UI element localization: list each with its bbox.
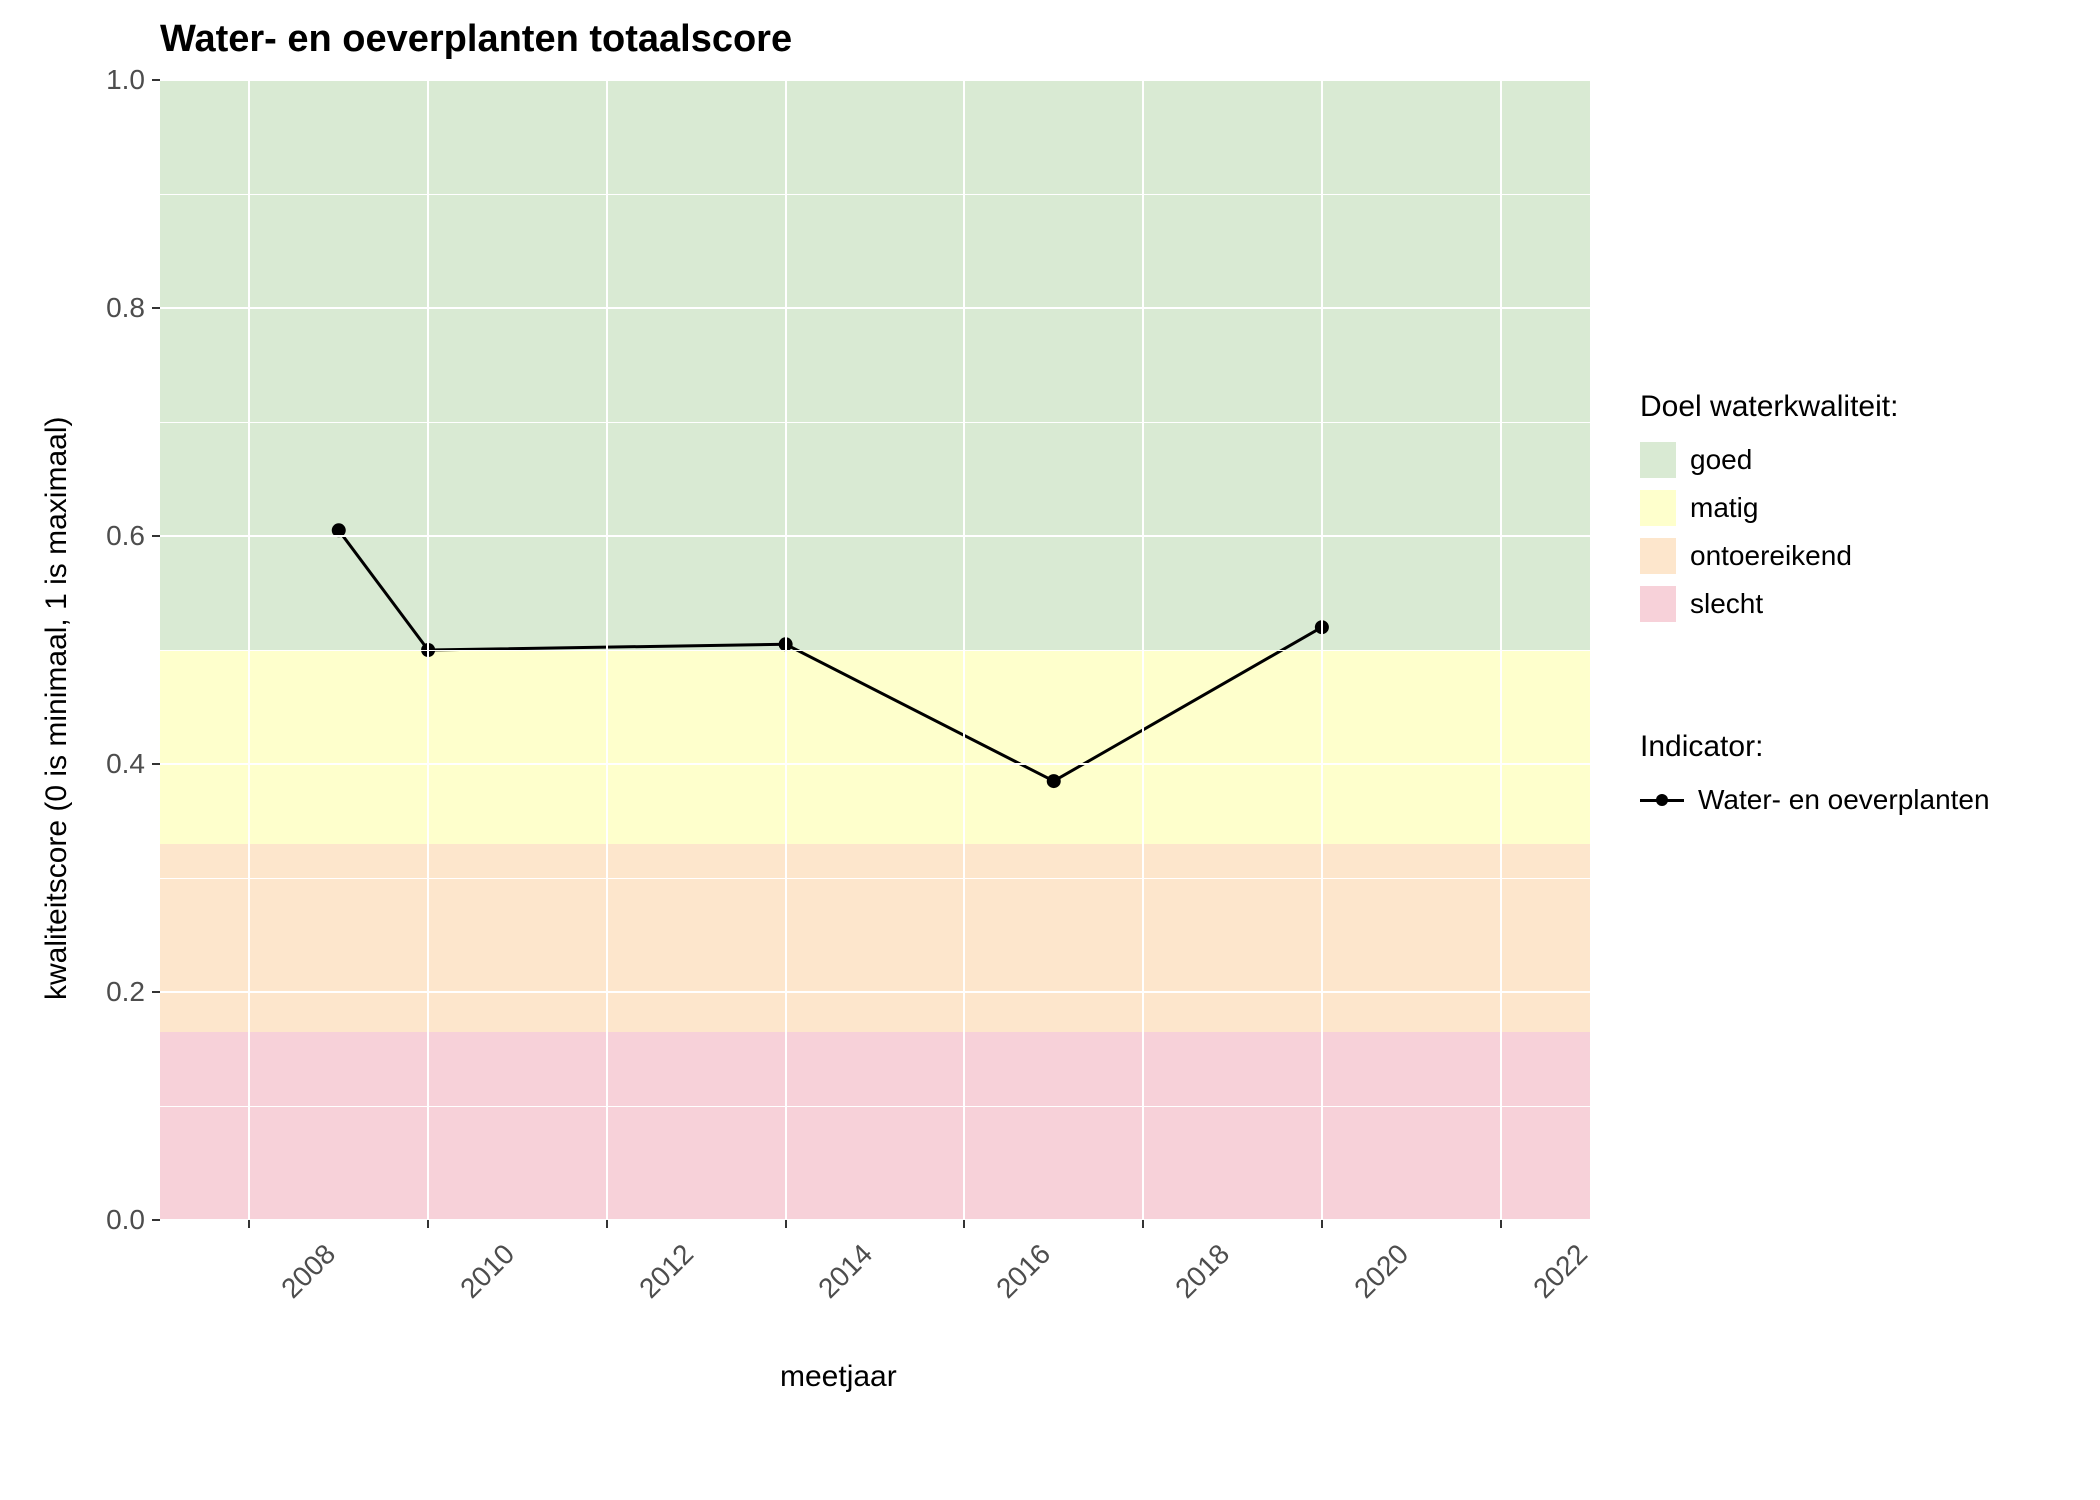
grid-line-h-minor bbox=[160, 650, 1590, 651]
legend-label: goed bbox=[1690, 444, 1752, 476]
grid-line-v bbox=[248, 80, 250, 1220]
x-tick-label: 2022 bbox=[1527, 1238, 1594, 1305]
chart-container: Water- en oeverplanten totaalscore kwali… bbox=[0, 0, 2100, 1500]
x-tick-mark bbox=[785, 1220, 787, 1228]
y-tick-label: 0.4 bbox=[90, 748, 145, 780]
legend-fill-title: Doel waterkwaliteit: bbox=[1640, 390, 1898, 424]
legend-fill-item: slecht bbox=[1640, 586, 1898, 622]
x-tick-mark bbox=[1321, 1220, 1323, 1228]
legend-fill-item: matig bbox=[1640, 490, 1898, 526]
y-tick-label: 0.6 bbox=[90, 520, 145, 552]
grid-line-h-minor bbox=[160, 878, 1590, 879]
grid-line-v bbox=[1142, 80, 1144, 1220]
legend-swatch bbox=[1640, 586, 1676, 622]
legend-label: Water- en oeverplanten bbox=[1698, 784, 1990, 816]
legend-swatch bbox=[1640, 490, 1676, 526]
grid-line-v bbox=[1321, 80, 1323, 1220]
y-tick-mark bbox=[152, 79, 160, 81]
x-axis-title: meetjaar bbox=[780, 1360, 897, 1394]
series-line bbox=[339, 530, 1322, 781]
legend-fill: Doel waterkwaliteit: goed matig ontoereike… bbox=[1640, 390, 1898, 634]
legend-label: matig bbox=[1690, 492, 1758, 524]
grid-line-h bbox=[160, 991, 1590, 993]
x-tick-label: 2010 bbox=[454, 1238, 521, 1305]
x-tick-label: 2008 bbox=[276, 1238, 343, 1305]
grid-line-v bbox=[963, 80, 965, 1220]
legend-line-swatch bbox=[1640, 782, 1684, 818]
legend-line-item: Water- en oeverplanten bbox=[1640, 782, 1990, 818]
y-tick-mark bbox=[152, 535, 160, 537]
grid-line-v bbox=[1500, 80, 1502, 1220]
series-point bbox=[1047, 774, 1061, 788]
y-tick-label: 0.2 bbox=[90, 976, 145, 1008]
y-tick-mark bbox=[152, 763, 160, 765]
legend-label: ontoereikend bbox=[1690, 540, 1852, 572]
y-tick-mark bbox=[152, 991, 160, 993]
legend-swatch bbox=[1640, 442, 1676, 478]
x-tick-mark bbox=[1142, 1220, 1144, 1228]
x-tick-mark bbox=[606, 1220, 608, 1228]
grid-line-h bbox=[160, 535, 1590, 537]
y-tick-label: 1.0 bbox=[90, 64, 145, 96]
grid-line-h-minor bbox=[160, 1106, 1590, 1107]
grid-line-h bbox=[160, 763, 1590, 765]
plot-area bbox=[160, 80, 1590, 1220]
x-tick-label: 2018 bbox=[1169, 1238, 1236, 1305]
grid-line-h bbox=[160, 1219, 1590, 1221]
grid-line-h bbox=[160, 79, 1590, 81]
legend-swatch bbox=[1640, 538, 1676, 574]
x-tick-label: 2020 bbox=[1348, 1238, 1415, 1305]
grid-line-v bbox=[427, 80, 429, 1220]
grid-line-v bbox=[785, 80, 787, 1220]
legend-fill-item: ontoereikend bbox=[1640, 538, 1898, 574]
legend-fill-item: goed bbox=[1640, 442, 1898, 478]
grid-line-v bbox=[606, 80, 608, 1220]
y-tick-mark bbox=[152, 1219, 160, 1221]
x-tick-label: 2014 bbox=[812, 1238, 879, 1305]
legend-label: slecht bbox=[1690, 588, 1763, 620]
x-tick-mark bbox=[1500, 1220, 1502, 1228]
chart-title: Water- en oeverplanten totaalscore bbox=[160, 18, 792, 61]
y-tick-label: 0.0 bbox=[90, 1204, 145, 1236]
grid-line-h-minor bbox=[160, 194, 1590, 195]
legend-line: Indicator: Water- en oeverplanten bbox=[1640, 730, 1990, 830]
y-tick-label: 0.8 bbox=[90, 292, 145, 324]
grid-line-h-minor bbox=[160, 422, 1590, 423]
legend-line-title: Indicator: bbox=[1640, 730, 1990, 764]
x-tick-mark bbox=[248, 1220, 250, 1228]
x-tick-label: 2012 bbox=[633, 1238, 700, 1305]
grid-line-h bbox=[160, 307, 1590, 309]
y-axis-title: kwaliteitscore (0 is minimaal, 1 is maxi… bbox=[40, 417, 74, 1000]
y-tick-mark bbox=[152, 307, 160, 309]
x-tick-mark bbox=[963, 1220, 965, 1228]
x-tick-mark bbox=[427, 1220, 429, 1228]
x-tick-label: 2016 bbox=[991, 1238, 1058, 1305]
